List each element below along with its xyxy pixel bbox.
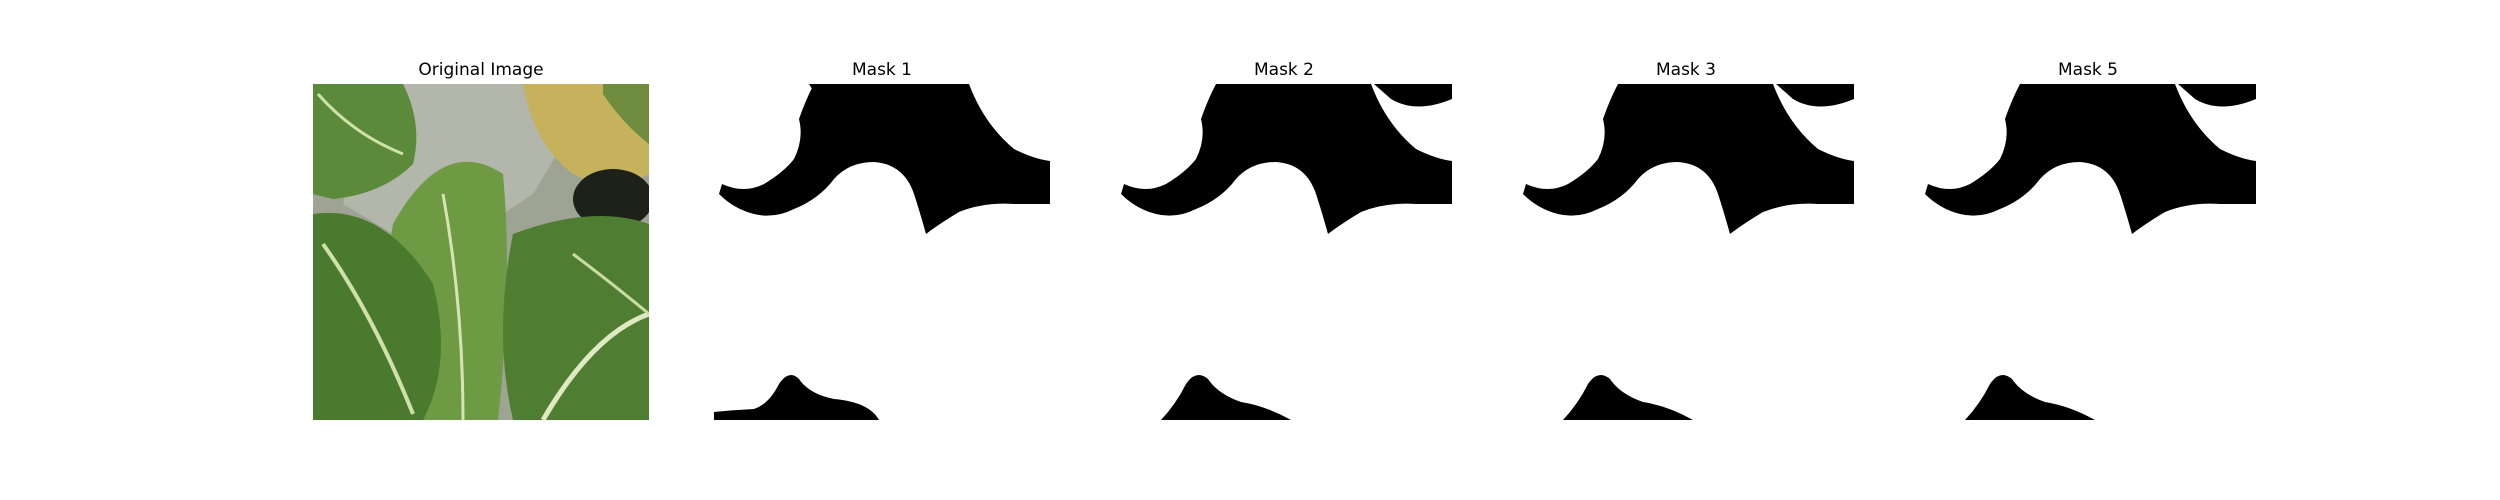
mask-3-image bbox=[1518, 84, 1854, 420]
panel-title: Mask 5 bbox=[2057, 60, 2118, 80]
panel-title: Mask 1 bbox=[851, 60, 912, 80]
leaf-photo-icon bbox=[313, 84, 649, 420]
mask-2-image bbox=[1116, 84, 1452, 420]
mask-5-image bbox=[1920, 84, 2256, 420]
panel-title: Mask 2 bbox=[1253, 60, 1314, 80]
panel-title: Mask 3 bbox=[1655, 60, 1716, 80]
mask-1-image bbox=[714, 84, 1050, 420]
panel-title: Original Image bbox=[418, 60, 544, 80]
